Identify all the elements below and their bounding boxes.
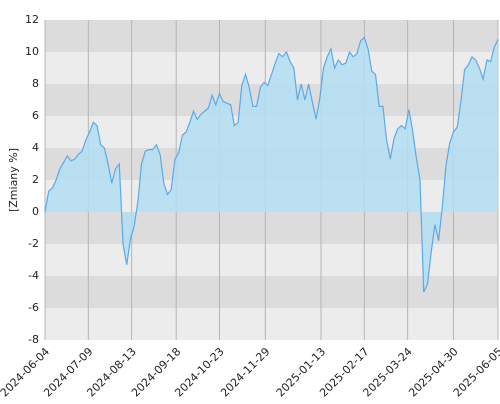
y-tick-label: 12 <box>25 13 39 26</box>
band <box>45 308 498 340</box>
y-tick-label: -8 <box>28 333 39 346</box>
y-tick-label: 4 <box>32 141 39 154</box>
y-tick-label: 10 <box>25 45 39 58</box>
area-fill <box>45 37 498 292</box>
band <box>45 276 498 308</box>
y-tick-label: -4 <box>28 269 39 282</box>
y-tick-label: -2 <box>28 237 39 250</box>
band <box>45 20 498 52</box>
x-tick-label: 2024-11-29 <box>218 345 272 399</box>
y-tick-label: 6 <box>32 109 39 122</box>
y-tick-label: 2 <box>32 173 39 186</box>
y-tick-label: 8 <box>32 77 39 90</box>
y-tick-label: 0 <box>32 205 39 218</box>
line <box>44 36 499 293</box>
y-axis-label: [Zmiany %] <box>7 148 20 212</box>
y-tick-label: -6 <box>28 301 39 314</box>
